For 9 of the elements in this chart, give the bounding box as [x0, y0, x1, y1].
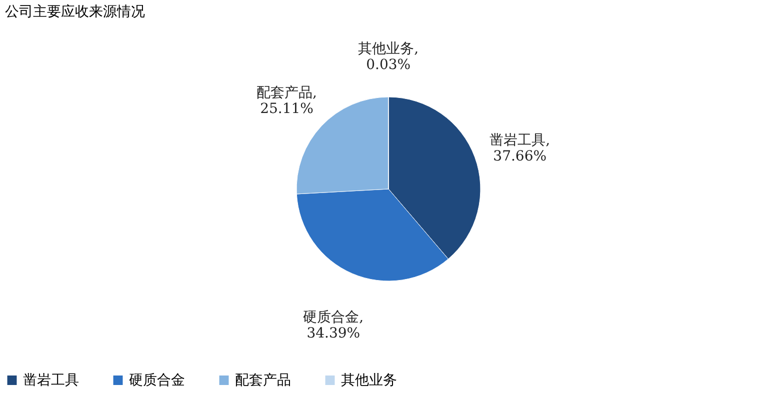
data-label: 其他业务, 0.03%	[358, 41, 419, 73]
legend-label: 凿岩工具	[23, 372, 79, 388]
data-label: 凿岩工具, 37.66%	[490, 132, 550, 165]
legend-label: 配套产品	[235, 372, 291, 388]
chart-title: 公司主要应收来源情况	[5, 4, 145, 20]
legend-label: 硬质合金	[129, 372, 185, 388]
data-label: 配套产品, 25.11%	[256, 84, 317, 117]
data-label: 硬质合金, 34.39%	[303, 310, 364, 342]
legend-label: 其他业务	[341, 372, 397, 388]
